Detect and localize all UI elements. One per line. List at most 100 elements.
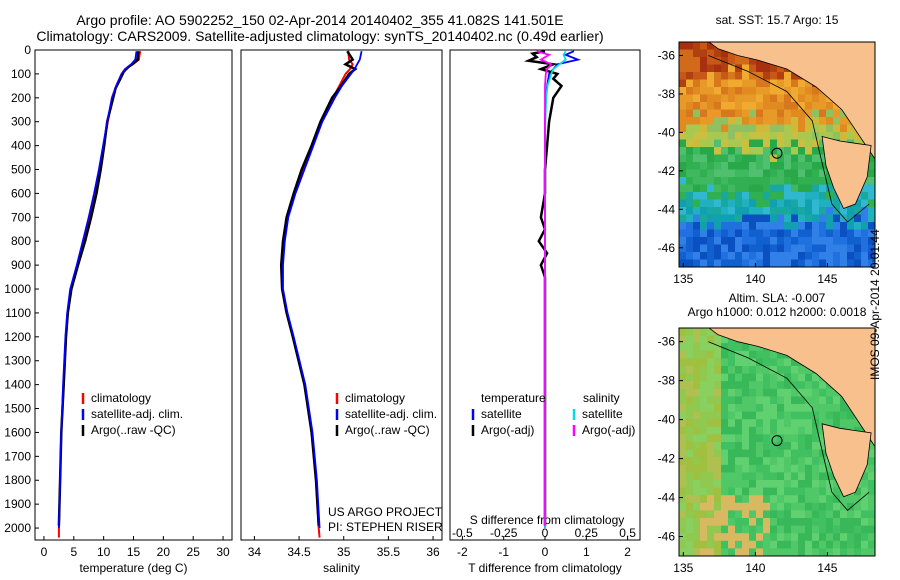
sla_map-cell (700, 548, 708, 556)
sla_map-cell (756, 426, 764, 435)
sst_map-cell (819, 177, 827, 186)
sla_map-cell (707, 373, 715, 382)
sla_map-cell (784, 373, 792, 382)
sla_map-cell (805, 502, 813, 511)
sst_map-cell (679, 42, 687, 51)
sst_map-cell (742, 139, 750, 148)
sst_map-cell (721, 49, 729, 58)
sla_map-cell (735, 404, 743, 413)
sst_map-cell (784, 139, 792, 148)
sla_map-cell (686, 381, 694, 390)
sst_map-cell (686, 244, 694, 253)
sla_map-cell (728, 510, 736, 519)
sla_map-cell (784, 426, 792, 435)
sst_map-cell (693, 94, 701, 103)
sst_map-cell (686, 132, 694, 141)
sst_map-cell (735, 87, 743, 96)
sla_map-cell (805, 426, 813, 435)
sla_map-field (679, 328, 875, 556)
sla_map-cell (805, 404, 813, 413)
sla_map-cell (679, 548, 687, 556)
sla_map-cell (819, 457, 827, 466)
sla_map-cell (686, 328, 694, 337)
sla_map-cell (777, 487, 785, 496)
sst_map-cell (833, 192, 841, 201)
sst_map-cell (707, 162, 715, 171)
sla_map-cell (714, 548, 722, 556)
sst_map-cell (805, 169, 813, 178)
sla_map-cell (700, 350, 708, 359)
sst_map-cell (686, 117, 694, 126)
sst_map-cell (784, 102, 792, 111)
sla_map-cell (693, 540, 701, 549)
sla_map-cell (791, 449, 799, 458)
sst_map-cell (854, 259, 862, 267)
sla_map-cell (791, 518, 799, 527)
sla_map-cell (735, 442, 743, 451)
sla_map-cell (819, 495, 827, 504)
sst_map-cell (833, 237, 841, 246)
sla_map-xtick-label: 140 (745, 561, 765, 575)
sla_map-cell (686, 411, 694, 420)
sla_map-cell (735, 434, 743, 443)
sst_map-xtick-label: 135 (673, 272, 693, 286)
sst_map-cell (798, 237, 806, 246)
sla_map-cell (763, 525, 771, 534)
sst_map-cell (805, 154, 813, 163)
sst_map-cell (686, 109, 694, 118)
sst_map-cell (707, 192, 715, 201)
sst_map-cell (735, 79, 743, 88)
sst_map-cell (840, 132, 848, 141)
sst_map-cell (868, 222, 875, 231)
sst_map-cell (826, 214, 834, 223)
sst_map-cell (707, 237, 715, 246)
sst_map-frame (678, 41, 876, 268)
sla_map-cell (847, 510, 855, 519)
sla_map-cell (812, 442, 820, 451)
sla_map-cell (770, 495, 778, 504)
sla_map-cell (763, 457, 771, 466)
temperature-ytick-label: 300 (11, 115, 31, 129)
sst_map-cell (700, 57, 708, 66)
sla_map-cell (686, 434, 694, 443)
sst_map-cell (700, 139, 708, 148)
sla_map-cell (714, 533, 722, 542)
sst_map-cell (707, 214, 715, 223)
sst_map-cell (770, 109, 778, 118)
sst_map-cell (707, 147, 715, 156)
sst_map-cell (840, 214, 848, 223)
salinity-xtick-label: 34.5 (287, 545, 311, 559)
sst_map-cell (805, 192, 813, 201)
sla_map-cell (721, 388, 729, 397)
sla_map-cell (714, 495, 722, 504)
sst_map-ytick-label: -44 (658, 202, 676, 216)
sla_map-cell (728, 426, 736, 435)
sst_map-cell (707, 87, 715, 96)
sst_map-cell (742, 252, 750, 261)
sst_map-cell (777, 154, 785, 163)
sla_map-cell (693, 343, 701, 352)
sla_map-cell (714, 434, 722, 443)
sla_map-cell (714, 335, 722, 344)
sst_map-cell (791, 139, 799, 148)
sla_map-cell (791, 426, 799, 435)
sst_map-cell (756, 147, 764, 156)
sla_map-cell (777, 548, 785, 556)
sla_map-cell (721, 480, 729, 489)
sst_map-cell (693, 154, 701, 163)
sla_map-cell (798, 548, 806, 556)
sst_map-cell (819, 147, 827, 156)
sst_map-cell (805, 244, 813, 253)
sst_map-cell (763, 222, 771, 231)
sla_map-cell (756, 540, 764, 549)
sst_map-cell (756, 79, 764, 88)
sst_map-cell (749, 222, 757, 231)
sla_map-cell (840, 510, 848, 519)
sst_map-cell (861, 222, 869, 231)
sst_map-cell (679, 87, 687, 96)
sst_map-cell (742, 222, 750, 231)
sla_map-cell (714, 464, 722, 473)
sla_map-cell (707, 472, 715, 481)
sla_map-cell (686, 510, 694, 519)
